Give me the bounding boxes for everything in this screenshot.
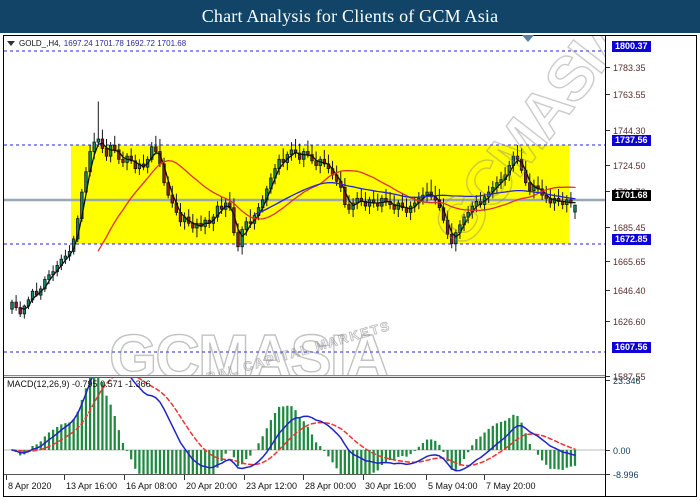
- time-tick-label: 16 Apr 08:00: [126, 481, 178, 491]
- tick-mark-icon: [606, 321, 610, 322]
- time-tick-label: 20 Apr 20:00: [186, 481, 238, 491]
- macd-tick-value: 23.346: [613, 375, 641, 386]
- price-tick-value: 1665.65: [613, 256, 646, 267]
- macd-pane[interactable]: MACD(12,26,9) -0.795 0.571 -1.366: [4, 378, 605, 474]
- price-tick-value: 1763.55: [613, 89, 646, 100]
- price-tick-label: 1783.35: [606, 62, 646, 73]
- level-price-badge[interactable]: 1800.37: [612, 41, 651, 52]
- price-tick-label: 1744.30: [606, 125, 646, 136]
- tick-mark-icon: [606, 380, 610, 381]
- time-tick-label: 8 Apr 2020: [8, 481, 52, 491]
- tick-mark-icon: [606, 94, 610, 95]
- collapse-triangle-icon[interactable]: [7, 40, 15, 46]
- macd-tick-label: 0.00: [606, 445, 631, 456]
- time-tick-mark: [484, 475, 485, 480]
- price-tick-label: 1763.55: [606, 89, 646, 100]
- page-title: Chart Analysis for Clients of GCM Asia: [201, 6, 499, 26]
- time-tick-mark: [244, 475, 245, 480]
- level-price-badge[interactable]: 1672.85: [612, 234, 651, 245]
- price-chart-canvas: [4, 50, 605, 353]
- macd-tick-label: -8.996: [606, 469, 639, 480]
- time-tick-mark: [303, 475, 304, 480]
- window-title-bar: Chart Analysis for Clients of GCM Asia: [0, 0, 700, 33]
- macd-header: MACD(12,26,9) -0.795 0.571 -1.366: [7, 379, 151, 391]
- tick-mark-icon: [606, 191, 610, 192]
- time-tick-label: 28 Apr 00:00: [305, 481, 357, 491]
- price-tick-label: 1665.65: [606, 256, 646, 267]
- price-tick-label: 1724.50: [606, 160, 646, 171]
- tick-mark-icon: [606, 165, 610, 166]
- price-tick-label: 1587.55: [606, 371, 646, 382]
- macd-tick-value: 0.00: [613, 445, 631, 456]
- level-price-badge[interactable]: 1737.56: [612, 135, 651, 146]
- tick-mark-icon: [606, 290, 610, 291]
- pane-divider: [4, 375, 605, 378]
- chevron-down-icon[interactable]: [522, 35, 534, 42]
- tick-mark-icon: [606, 261, 610, 262]
- macd-chart-canvas: [4, 378, 605, 474]
- tick-mark-icon: [606, 474, 610, 475]
- current-price-badge[interactable]: 1701.68: [612, 190, 651, 201]
- tick-mark-icon: [606, 450, 610, 451]
- macd-values: -0.795 0.571 -1.366: [72, 379, 151, 389]
- price-pane[interactable]: GOLD_,H4, 1697.24 1701.78 1692.72 1701.6…: [4, 36, 605, 375]
- price-tick-value: 1587.55: [613, 371, 646, 382]
- price-tick-value: 1744.30: [613, 125, 646, 136]
- symbol-header: GOLD_,H4, 1697.24 1701.78 1692.72 1701.6…: [7, 37, 186, 49]
- price-tick-label: 1626.60: [606, 316, 646, 327]
- level-price-badge[interactable]: 1607.56: [612, 342, 651, 353]
- time-tick-mark: [64, 475, 65, 480]
- price-tick-value: 1685.45: [613, 222, 646, 233]
- tick-mark-icon: [606, 227, 610, 228]
- tick-mark-icon: [606, 376, 610, 377]
- tick-mark-icon: [606, 67, 610, 68]
- macd-tick-value: -8.996: [613, 469, 639, 480]
- time-tick-label: 7 May 20:00: [486, 481, 536, 491]
- ohlc-values: 1697.24 1701.78 1692.72 1701.68: [63, 38, 187, 48]
- chart-frame: GOLD_,H4, 1697.24 1701.78 1692.72 1701.6…: [3, 35, 697, 497]
- time-tick-mark: [6, 475, 7, 480]
- time-tick-mark: [363, 475, 364, 480]
- time-tick-mark: [184, 475, 185, 480]
- time-tick-label: 13 Apr 16:00: [66, 481, 118, 491]
- price-tick-label: 1685.45: [606, 222, 646, 233]
- macd-tick-label: 23.346: [606, 375, 641, 386]
- tick-mark-icon: [606, 130, 610, 131]
- price-tick-value: 1626.60: [613, 316, 646, 327]
- time-tick-mark: [124, 475, 125, 480]
- price-tick-value: 1724.50: [613, 160, 646, 171]
- price-axis[interactable]: 1800.37 1783.35 1763.55 1744.30 1737.56 1724.…: [605, 36, 696, 496]
- time-tick-label: 5 May 04:00: [428, 481, 478, 491]
- symbol-label: GOLD_,H4,: [19, 38, 61, 48]
- price-tick-value: 1646.40: [613, 285, 646, 296]
- price-tick-label: 1646.40: [606, 285, 646, 296]
- time-tick-label: 23 Apr 12:00: [246, 481, 298, 491]
- time-axis[interactable]: 8 Apr 2020 13 Apr 16:00 16 Apr 08:00 20 Apr…: [4, 474, 605, 496]
- time-tick-mark: [426, 475, 427, 480]
- macd-label: MACD(12,26,9): [7, 379, 70, 389]
- time-tick-label: 30 Apr 16:00: [365, 481, 417, 491]
- price-tick-value: 1783.35: [613, 62, 646, 73]
